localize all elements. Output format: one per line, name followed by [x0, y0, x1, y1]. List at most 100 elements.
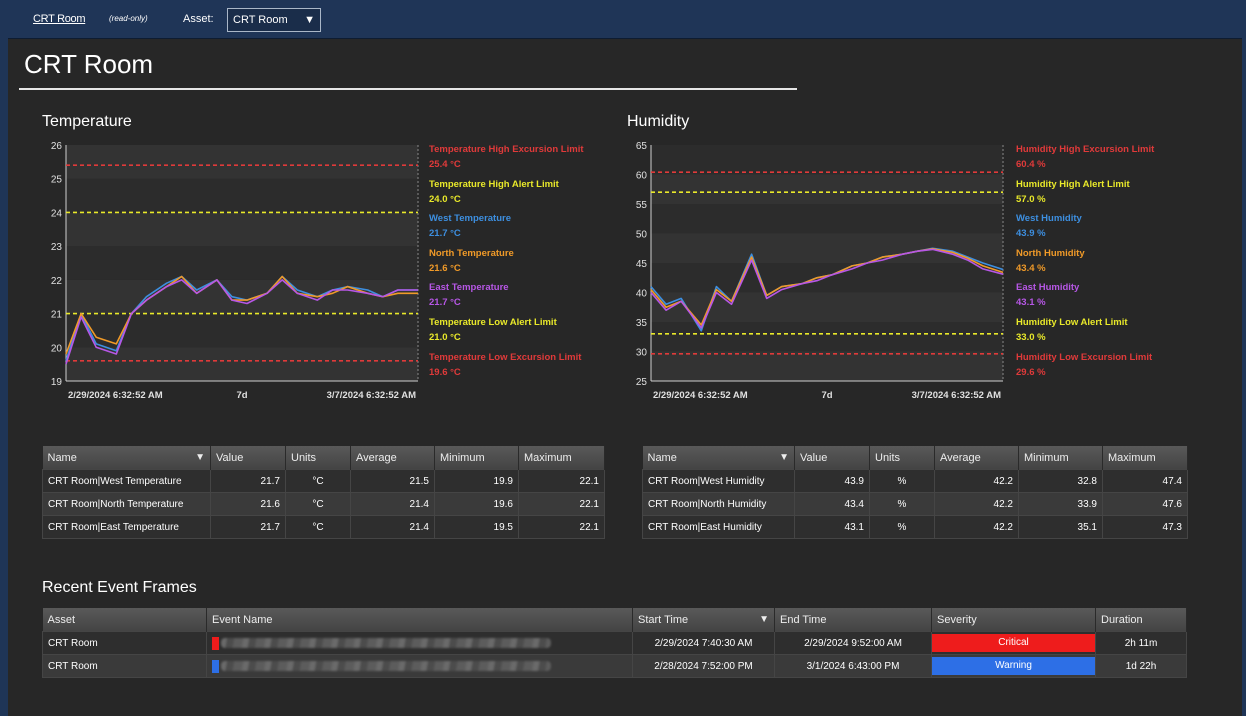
table-row[interactable]: CRT Room|West Temperature 21.7 °C 21.5 1…: [42, 469, 605, 493]
cell-event-name[interactable]: [206, 631, 633, 655]
plot-band: [651, 322, 1003, 352]
y-tick-label: 25: [51, 175, 63, 186]
column-header-units[interactable]: Units: [869, 446, 935, 470]
event-row[interactable]: CRT Room 2/29/2024 7:40:30 AM 2/29/2024 …: [42, 631, 1187, 655]
cell-units: %: [869, 492, 935, 516]
legend-label: Temperature Low Excursion Limit: [429, 351, 582, 363]
cell-maximum: 22.1: [518, 515, 605, 539]
column-header-average[interactable]: Average: [934, 446, 1019, 470]
y-tick-label: 19: [51, 377, 63, 388]
legend-item[interactable]: North Temperature 21.6 °C: [429, 246, 609, 281]
plot-band: [651, 174, 1003, 204]
redacted-event-name: [221, 638, 551, 648]
asset-select-value: CRT Room: [233, 14, 288, 26]
legend-item[interactable]: East Temperature 21.7 °C: [429, 280, 609, 315]
left-frame: [0, 38, 8, 716]
plot-band: [66, 313, 418, 348]
temperature-legend: Temperature High Excursion Limit 25.4 °C T…: [429, 142, 609, 384]
legend-value: 29.6 %: [1016, 366, 1046, 378]
legend-item[interactable]: Humidity High Alert Limit 57.0 %: [1016, 177, 1196, 212]
humidity-chart: 25 30 35 40 45 50 55 60 65 2/29/2024 6:32:52 AM 7d…: [636, 141, 1004, 401]
legend-item[interactable]: Temperature High Alert Limit 24.0 °C: [429, 177, 609, 212]
event-row[interactable]: CRT Room 2/28/2024 7:52:00 PM 3/1/2024 6…: [42, 654, 1187, 678]
column-header-value[interactable]: Value: [210, 446, 286, 470]
column-header-start-time[interactable]: Start Time ▼: [632, 608, 775, 632]
column-header-maximum[interactable]: Maximum: [1102, 446, 1188, 470]
table-header-row: Name ▼ Value Units Average Minimum Maximu…: [642, 446, 1188, 470]
cell-name: CRT Room|North Temperature: [42, 492, 211, 516]
cell-severity: Critical: [931, 631, 1096, 655]
plot-band: [66, 246, 418, 280]
plot-band: [66, 347, 418, 381]
humidity-title: Humidity: [627, 113, 690, 130]
x-tick-label: 3/7/2024 6:32:52 AM: [912, 390, 1002, 401]
plot-band: [66, 178, 418, 213]
table-header-row: Name ▼ Value Units Average Minimum Maximu…: [42, 446, 605, 470]
table-row[interactable]: CRT Room|West Humidity 43.9 % 42.2 32.8 …: [642, 469, 1188, 493]
cell-event-name[interactable]: [206, 654, 633, 678]
severity-badge: Critical: [932, 634, 1095, 652]
legend-item[interactable]: Humidity Low Excursion Limit 29.6 %: [1016, 350, 1196, 385]
table-row[interactable]: CRT Room|East Humidity 43.1 % 42.2 35.1 …: [642, 515, 1188, 539]
cell-maximum: 47.4: [1102, 469, 1188, 493]
column-header-end-time[interactable]: End Time: [774, 608, 932, 632]
table-row[interactable]: CRT Room|East Temperature 21.7 °C 21.4 1…: [42, 515, 605, 539]
legend-item[interactable]: West Humidity 43.9 %: [1016, 211, 1196, 246]
legend-label: Humidity Low Excursion Limit: [1016, 351, 1153, 363]
cell-maximum: 22.1: [518, 492, 605, 516]
legend-item[interactable]: Humidity Low Alert Limit 33.0 %: [1016, 315, 1196, 350]
cell-average: 42.2: [934, 492, 1019, 516]
column-header-name[interactable]: Name ▼: [642, 446, 795, 470]
table-row[interactable]: CRT Room|North Humidity 43.4 % 42.2 33.9…: [642, 492, 1188, 516]
plot-band: [651, 145, 1003, 175]
legend-label: Humidity High Alert Limit: [1016, 178, 1130, 190]
cell-asset: CRT Room: [42, 654, 207, 678]
legend-value: 21.6 °C: [429, 262, 461, 274]
column-header-duration[interactable]: Duration: [1095, 608, 1187, 632]
legend-item[interactable]: North Humidity 43.4 %: [1016, 246, 1196, 281]
redacted-event-name: [221, 661, 551, 671]
cell-minimum: 32.8: [1018, 469, 1103, 493]
column-header-severity[interactable]: Severity: [931, 608, 1096, 632]
asset-select[interactable]: CRT Room ▼: [227, 8, 321, 32]
x-tick-label: 2/29/2024 6:32:52 AM: [653, 390, 748, 401]
y-tick-label: 20: [51, 343, 63, 354]
title-divider: [19, 88, 797, 90]
column-header-average[interactable]: Average: [350, 446, 435, 470]
column-header-event-name[interactable]: Event Name: [206, 608, 633, 632]
column-header-units[interactable]: Units: [285, 446, 351, 470]
severity-marker: [212, 659, 219, 673]
top-bar: CRT Room (read-only) Asset: CRT Room ▼: [0, 0, 1246, 39]
column-header-maximum[interactable]: Maximum: [518, 446, 605, 470]
legend-item[interactable]: West Temperature 21.7 °C: [429, 211, 609, 246]
y-tick-label: 25: [636, 377, 648, 388]
column-header-minimum[interactable]: Minimum: [1018, 446, 1103, 470]
legend-item[interactable]: East Humidity 43.1 %: [1016, 280, 1196, 315]
legend-item[interactable]: Temperature High Excursion Limit 25.4 °C: [429, 142, 609, 177]
column-header-value[interactable]: Value: [794, 446, 870, 470]
legend-item[interactable]: Temperature Low Alert Limit 21.0 °C: [429, 315, 609, 350]
y-tick-label: 35: [636, 318, 648, 329]
y-tick-label: 23: [51, 242, 63, 253]
sort-caret-icon[interactable]: ▼: [779, 451, 789, 463]
legend-item[interactable]: Humidity High Excursion Limit 60.4 %: [1016, 142, 1196, 177]
sort-caret-icon[interactable]: ▼: [759, 613, 769, 625]
legend-item[interactable]: Temperature Low Excursion Limit 19.6 °C: [429, 350, 609, 385]
legend-value: 21.0 °C: [429, 331, 461, 343]
cell-name: CRT Room|North Humidity: [642, 492, 795, 516]
y-tick-label: 30: [636, 348, 648, 359]
cell-average: 42.2: [934, 515, 1019, 539]
y-tick-label: 45: [636, 259, 648, 270]
sort-caret-icon[interactable]: ▼: [195, 451, 205, 463]
cell-minimum: 19.6: [434, 492, 519, 516]
breadcrumb-link[interactable]: CRT Room: [33, 13, 86, 25]
column-header-minimum[interactable]: Minimum: [434, 446, 519, 470]
cell-units: °C: [285, 515, 351, 539]
table-row[interactable]: CRT Room|North Temperature 21.6 °C 21.4 …: [42, 492, 605, 516]
column-header-name[interactable]: Name ▼: [42, 446, 211, 470]
cell-units: %: [869, 469, 935, 493]
column-header-asset[interactable]: Asset: [42, 608, 207, 632]
series-line: [650, 248, 1004, 326]
plot-band: [66, 145, 418, 179]
y-tick-label: 21: [51, 310, 63, 321]
